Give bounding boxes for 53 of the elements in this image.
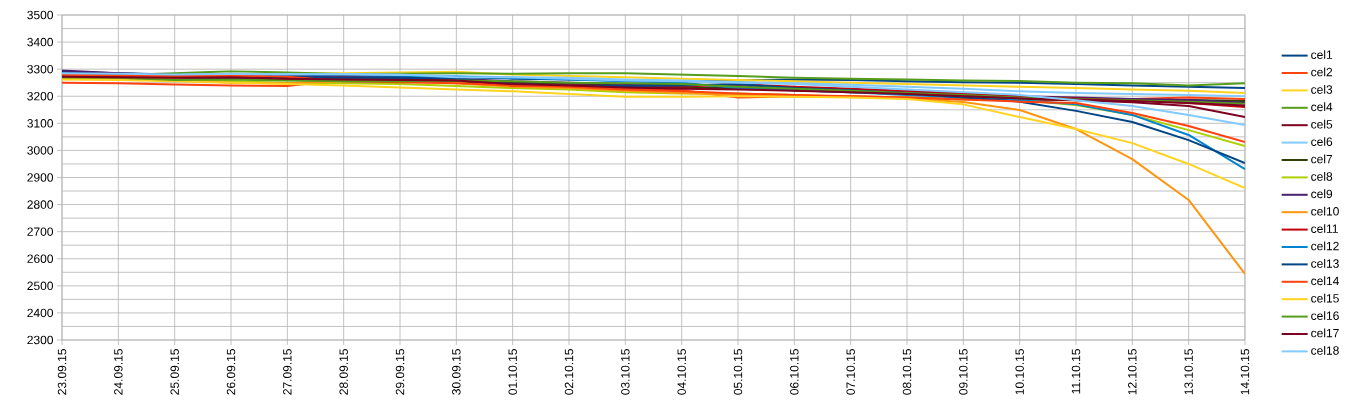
legend-label: cel11: [1311, 224, 1338, 233]
x-tick-label: 01.10.15: [508, 349, 517, 395]
x-tick-label: 27.09.15: [283, 349, 292, 395]
x-tick-label: 25.09.15: [170, 349, 179, 395]
legend-label: cel6: [1311, 137, 1333, 146]
x-tick-label: 26.09.15: [226, 349, 236, 395]
legend-label: cel13: [1311, 258, 1339, 268]
legend-label: cel14: [1311, 276, 1339, 286]
x-tick-label: 12.10.15: [1128, 349, 1137, 395]
y-tick-label: 3500: [27, 10, 54, 20]
legend-label: cel15: [1311, 293, 1339, 303]
y-tick-label: 2900: [27, 173, 54, 182]
legend-label: cel8: [1311, 171, 1333, 181]
x-tick-label: 06.10.15: [790, 349, 799, 395]
legend-label: cel16: [1311, 311, 1339, 320]
x-tick-label: 02.10.15: [564, 349, 574, 395]
y-tick-label: 3400: [27, 37, 54, 47]
y-tick-label: 2700: [27, 227, 54, 236]
x-tick-label: 07.10.15: [846, 349, 855, 395]
x-tick-label: 08.10.15: [902, 349, 912, 395]
x-tick-label: 30.09.15: [452, 349, 461, 395]
legend-label: cel18: [1311, 345, 1339, 355]
x-tick-label: 29.09.15: [395, 349, 405, 395]
legend-label: cel12: [1311, 241, 1339, 251]
y-tick-label: 3200: [27, 92, 54, 101]
legend-label: cel10: [1311, 206, 1339, 216]
y-tick-label: 2500: [27, 281, 54, 291]
y-tick-label: 2600: [27, 254, 54, 263]
y-tick-label: 3300: [27, 64, 54, 74]
legend-label: cel3: [1311, 84, 1333, 94]
y-tick-label: 2400: [27, 308, 54, 318]
y-tick-label: 2800: [27, 200, 54, 209]
legend-label: cel7: [1311, 154, 1333, 164]
x-tick-label: 04.10.15: [677, 349, 686, 395]
x-tick-label: 05.10.15: [733, 349, 743, 395]
y-tick-label: 3000: [27, 146, 54, 155]
x-tick-label: 14.10.15: [1240, 349, 1250, 395]
y-tick-label: 2300: [27, 335, 54, 345]
legend-label: cel1: [1311, 50, 1333, 59]
y-tick-label: 3100: [27, 119, 54, 128]
x-tick-label: 03.10.15: [621, 349, 630, 395]
x-tick-label: 13.10.15: [1184, 349, 1193, 395]
legend-label: cel5: [1311, 119, 1333, 129]
x-tick-label: 28.09.15: [339, 349, 348, 395]
x-tick-label: 09.10.15: [959, 349, 968, 395]
legend-label: cel4: [1311, 102, 1333, 112]
legend-label: cel2: [1311, 67, 1333, 77]
x-tick-label: 11.10.15: [1071, 349, 1081, 394]
x-tick-label: 24.09.15: [114, 349, 123, 395]
x-tick-label: 23.09.15: [57, 349, 67, 395]
x-tick-label: 10.10.15: [1015, 349, 1024, 395]
legend-label: cel9: [1311, 189, 1333, 199]
legend-label: cel17: [1311, 328, 1339, 338]
